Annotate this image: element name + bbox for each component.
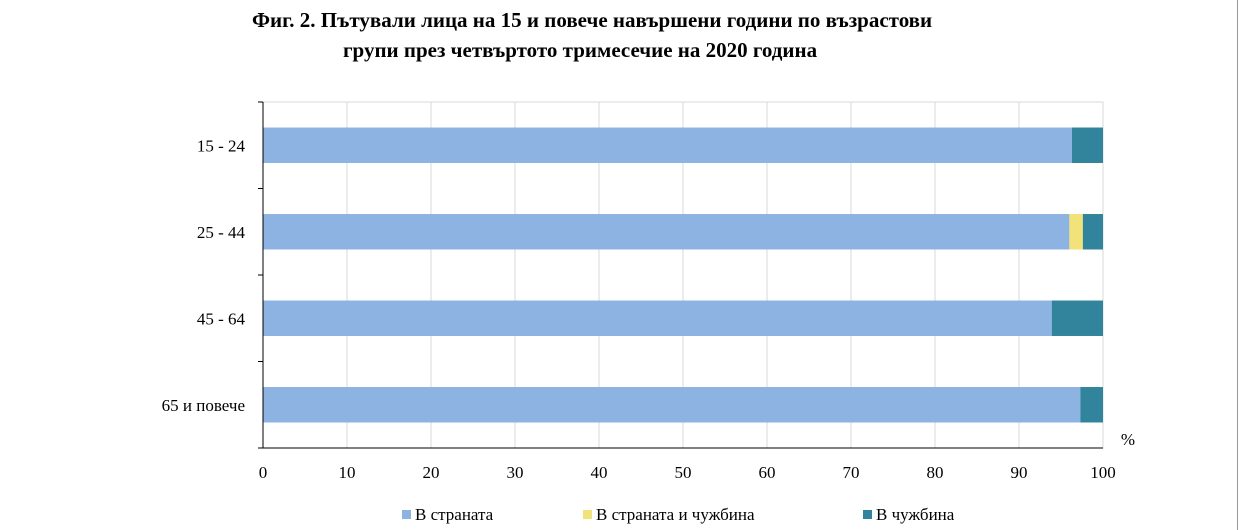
legend-swatch-domestic: [402, 510, 411, 519]
bar-segment-domestic: [263, 127, 1072, 163]
chart-title-line-2: групи през четвъртото тримесечие на 2020…: [343, 38, 818, 62]
bar-segment-abroad: [1051, 300, 1103, 336]
legend-swatch-domestic-and-abroad: [583, 510, 592, 519]
x-tick-label: 40: [591, 463, 608, 482]
y-category-label: 25 - 44: [197, 223, 246, 242]
legend-item-domestic: В страната: [402, 505, 493, 525]
legend-label-domestic-and-abroad: В страната и чужбина: [596, 505, 755, 524]
x-tick-label: 100: [1090, 463, 1116, 482]
stacked-bar-chart: 0 10 20 30 40 50 60 70 80 90 100% 15 - 24 25 - 44 45 …: [162, 101, 1135, 482]
y-category-label: 45 - 64: [197, 309, 246, 328]
bar-segment-abroad: [1082, 214, 1103, 250]
legend-label-abroad: В чужбина: [876, 505, 955, 524]
y-category-label: 15 - 24: [197, 136, 246, 155]
x-tick-label: 0: [259, 463, 268, 482]
legend-label-domestic: В страната: [415, 505, 494, 524]
x-tick-label: 30: [507, 463, 524, 482]
y-category-label: 65 и повече: [162, 396, 245, 415]
x-tick-label: 90: [1011, 463, 1028, 482]
bar-segment-domestic: [263, 214, 1070, 250]
legend-item-abroad: В чужбина: [863, 505, 954, 525]
chart-title-line-1: Фиг. 2. Пътували лица на 15 и повече нав…: [252, 8, 933, 32]
x-tick-label: 70: [843, 463, 860, 482]
bar-segment-abroad: [1071, 127, 1103, 163]
x-tick-label: 60: [759, 463, 776, 482]
bar-segment-abroad: [1080, 387, 1103, 423]
page-edge-line: [1237, 0, 1238, 530]
bar-segment-domestic: [263, 387, 1081, 423]
bar-segment-domestic: [263, 300, 1052, 336]
legend-item-domestic-and-abroad: В страната и чужбина: [583, 505, 755, 525]
bar-segment-domestic-and-abroad: [1069, 214, 1083, 250]
x-tick-label: 80: [927, 463, 944, 482]
x-axis-unit-label: %: [1121, 430, 1135, 449]
x-tick-label: 10: [339, 463, 356, 482]
x-tick-label: 50: [675, 463, 692, 482]
x-tick-label: 20: [423, 463, 440, 482]
legend-swatch-abroad: [863, 510, 872, 519]
